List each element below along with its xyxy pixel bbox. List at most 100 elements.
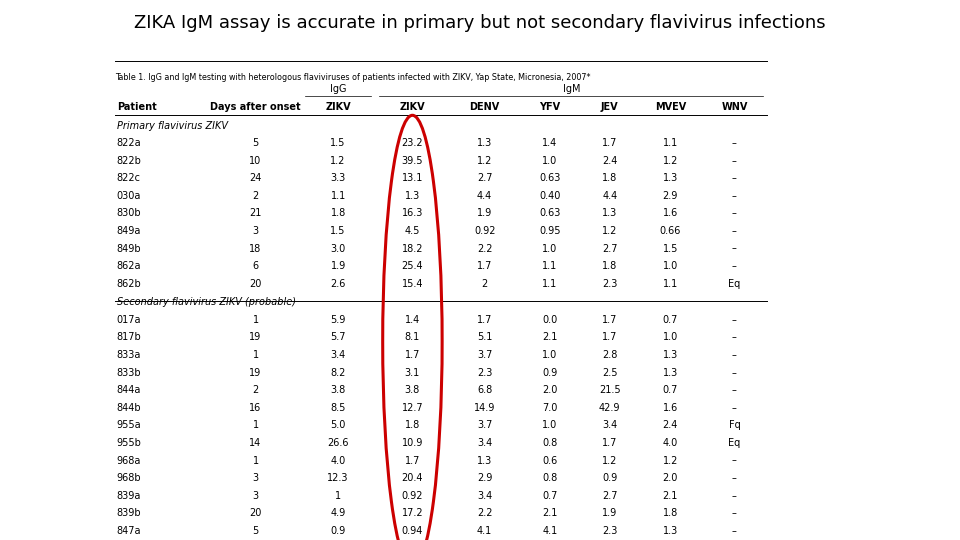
Text: 8.1: 8.1 bbox=[405, 333, 420, 342]
Text: 822a: 822a bbox=[117, 138, 141, 148]
Text: 2.9: 2.9 bbox=[662, 191, 678, 201]
Text: 1.0: 1.0 bbox=[542, 350, 558, 360]
Text: 817b: 817b bbox=[117, 333, 142, 342]
Text: 1.5: 1.5 bbox=[330, 138, 346, 148]
Text: 3: 3 bbox=[252, 473, 258, 483]
Text: 1.5: 1.5 bbox=[662, 244, 678, 254]
Text: 18: 18 bbox=[250, 244, 262, 254]
Text: 839a: 839a bbox=[117, 491, 141, 501]
Text: 2.3: 2.3 bbox=[477, 368, 492, 377]
Text: 12.7: 12.7 bbox=[401, 403, 423, 413]
Text: 0.9: 0.9 bbox=[542, 368, 558, 377]
Text: 1.2: 1.2 bbox=[602, 456, 617, 465]
Text: 1.7: 1.7 bbox=[477, 261, 492, 271]
Text: 2.1: 2.1 bbox=[542, 508, 558, 518]
Text: Primary flavivirus ZIKV: Primary flavivirus ZIKV bbox=[117, 120, 228, 131]
Text: 2.4: 2.4 bbox=[602, 156, 617, 166]
Text: Patient: Patient bbox=[117, 103, 156, 112]
Text: 0.7: 0.7 bbox=[542, 491, 558, 501]
Text: 7.0: 7.0 bbox=[542, 403, 558, 413]
Text: 1.3: 1.3 bbox=[477, 456, 492, 465]
Text: 3.8: 3.8 bbox=[330, 385, 346, 395]
Text: 3.8: 3.8 bbox=[405, 385, 420, 395]
Text: 1.3: 1.3 bbox=[602, 208, 617, 218]
Text: 0.8: 0.8 bbox=[542, 438, 558, 448]
Text: 13.1: 13.1 bbox=[401, 173, 423, 183]
Text: 3: 3 bbox=[252, 226, 258, 236]
Text: –: – bbox=[732, 333, 737, 342]
Text: YFV: YFV bbox=[540, 103, 561, 112]
Text: 2.1: 2.1 bbox=[662, 491, 678, 501]
Text: 3.4: 3.4 bbox=[330, 350, 346, 360]
Text: 4.1: 4.1 bbox=[477, 526, 492, 536]
Text: 5: 5 bbox=[252, 138, 258, 148]
Text: –: – bbox=[732, 191, 737, 201]
Text: 1: 1 bbox=[252, 420, 258, 430]
Text: 849a: 849a bbox=[117, 226, 141, 236]
Text: 1.3: 1.3 bbox=[477, 138, 492, 148]
Text: –: – bbox=[732, 491, 737, 501]
Text: 15.4: 15.4 bbox=[401, 279, 423, 289]
Text: 4.0: 4.0 bbox=[330, 456, 346, 465]
Text: 1.7: 1.7 bbox=[405, 350, 420, 360]
Text: 1.2: 1.2 bbox=[662, 156, 678, 166]
Text: 18.2: 18.2 bbox=[401, 244, 423, 254]
Text: 14: 14 bbox=[250, 438, 262, 448]
Text: 1.7: 1.7 bbox=[405, 456, 420, 465]
Text: Fq: Fq bbox=[729, 420, 740, 430]
Text: 2: 2 bbox=[252, 191, 258, 201]
Text: 19: 19 bbox=[250, 333, 262, 342]
Text: 2.0: 2.0 bbox=[542, 385, 558, 395]
Text: 3: 3 bbox=[252, 491, 258, 501]
Text: –: – bbox=[732, 208, 737, 218]
Text: 2.3: 2.3 bbox=[602, 526, 617, 536]
Text: 19: 19 bbox=[250, 368, 262, 377]
Text: 0.40: 0.40 bbox=[540, 191, 561, 201]
Text: 25.4: 25.4 bbox=[401, 261, 423, 271]
Text: 030a: 030a bbox=[117, 191, 141, 201]
Text: 847a: 847a bbox=[117, 526, 141, 536]
Text: 0.92: 0.92 bbox=[474, 226, 495, 236]
Text: DENV: DENV bbox=[469, 103, 500, 112]
Text: 2.6: 2.6 bbox=[330, 279, 346, 289]
Text: 0.7: 0.7 bbox=[662, 385, 678, 395]
Text: 3.7: 3.7 bbox=[477, 420, 492, 430]
Text: 1.8: 1.8 bbox=[405, 420, 420, 430]
Text: 1.6: 1.6 bbox=[662, 403, 678, 413]
Text: 2.3: 2.3 bbox=[602, 279, 617, 289]
Text: 1.0: 1.0 bbox=[662, 333, 678, 342]
Text: 2.7: 2.7 bbox=[602, 491, 617, 501]
Text: 16: 16 bbox=[250, 403, 262, 413]
Text: 839b: 839b bbox=[117, 508, 141, 518]
Text: 2: 2 bbox=[482, 279, 488, 289]
Text: 3.0: 3.0 bbox=[330, 244, 346, 254]
Text: 0.6: 0.6 bbox=[542, 456, 558, 465]
Text: 1.1: 1.1 bbox=[330, 191, 346, 201]
Text: Secondary flavivirus ZIKV (probable): Secondary flavivirus ZIKV (probable) bbox=[117, 298, 296, 307]
Text: ZIKV: ZIKV bbox=[399, 103, 425, 112]
Text: 1.7: 1.7 bbox=[602, 315, 617, 325]
Text: –: – bbox=[732, 473, 737, 483]
Text: 4.9: 4.9 bbox=[330, 508, 346, 518]
Text: 8.2: 8.2 bbox=[330, 368, 346, 377]
Text: 0.66: 0.66 bbox=[660, 226, 681, 236]
Text: –: – bbox=[732, 244, 737, 254]
Text: –: – bbox=[732, 226, 737, 236]
Text: 822b: 822b bbox=[117, 156, 142, 166]
Text: 4.4: 4.4 bbox=[477, 191, 492, 201]
Text: 1.7: 1.7 bbox=[602, 333, 617, 342]
Text: 4.4: 4.4 bbox=[602, 191, 617, 201]
Text: Eq: Eq bbox=[729, 279, 740, 289]
Text: 0.95: 0.95 bbox=[540, 226, 561, 236]
Text: Days after onset: Days after onset bbox=[210, 103, 300, 112]
Text: 10: 10 bbox=[250, 156, 262, 166]
Text: 1.6: 1.6 bbox=[662, 208, 678, 218]
Text: 4.1: 4.1 bbox=[542, 526, 558, 536]
Text: 1.3: 1.3 bbox=[405, 191, 420, 201]
Text: 1.0: 1.0 bbox=[542, 244, 558, 254]
Text: 862b: 862b bbox=[117, 279, 142, 289]
Text: 1.9: 1.9 bbox=[602, 508, 617, 518]
Text: 968a: 968a bbox=[117, 456, 141, 465]
Text: 3.1: 3.1 bbox=[405, 368, 420, 377]
Text: 2.9: 2.9 bbox=[477, 473, 492, 483]
